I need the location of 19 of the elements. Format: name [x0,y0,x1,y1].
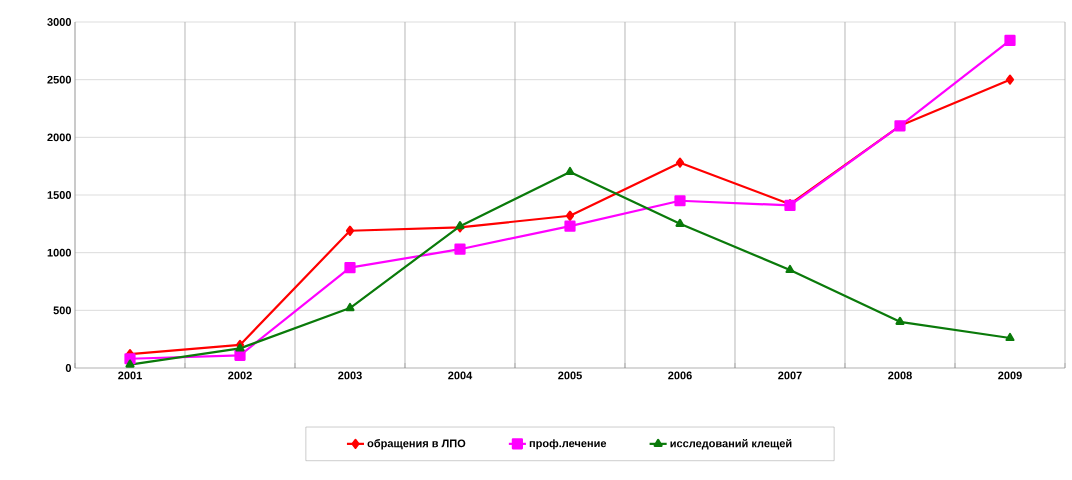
x-tick-label: 2004 [448,371,473,380]
x-tick-label: 2008 [888,371,912,380]
y-tick-label: 2500 [47,75,72,84]
x-tick-label: 2007 [778,371,802,380]
y-tick-label: 500 [53,306,72,315]
legend-label: исследований клещей [670,439,792,450]
x-tick-label: 2003 [338,371,362,380]
y-tick-label: 0 [65,364,72,372]
y-tick-label: 2000 [47,133,72,142]
x-tick-label: 2006 [668,371,692,380]
y-tick-label: 1000 [47,248,72,257]
x-tick-label: 2001 [118,371,142,380]
x-tick-label: 2002 [228,371,252,380]
y-tick-label: 3000 [47,18,72,26]
legend-label: проф.лечение [529,439,607,450]
y-tick-label: 1500 [47,191,72,199]
legend-label: обращения в ЛПО [367,439,466,450]
x-tick-label: 2009 [998,371,1022,380]
x-tick-label: 2005 [558,371,582,380]
